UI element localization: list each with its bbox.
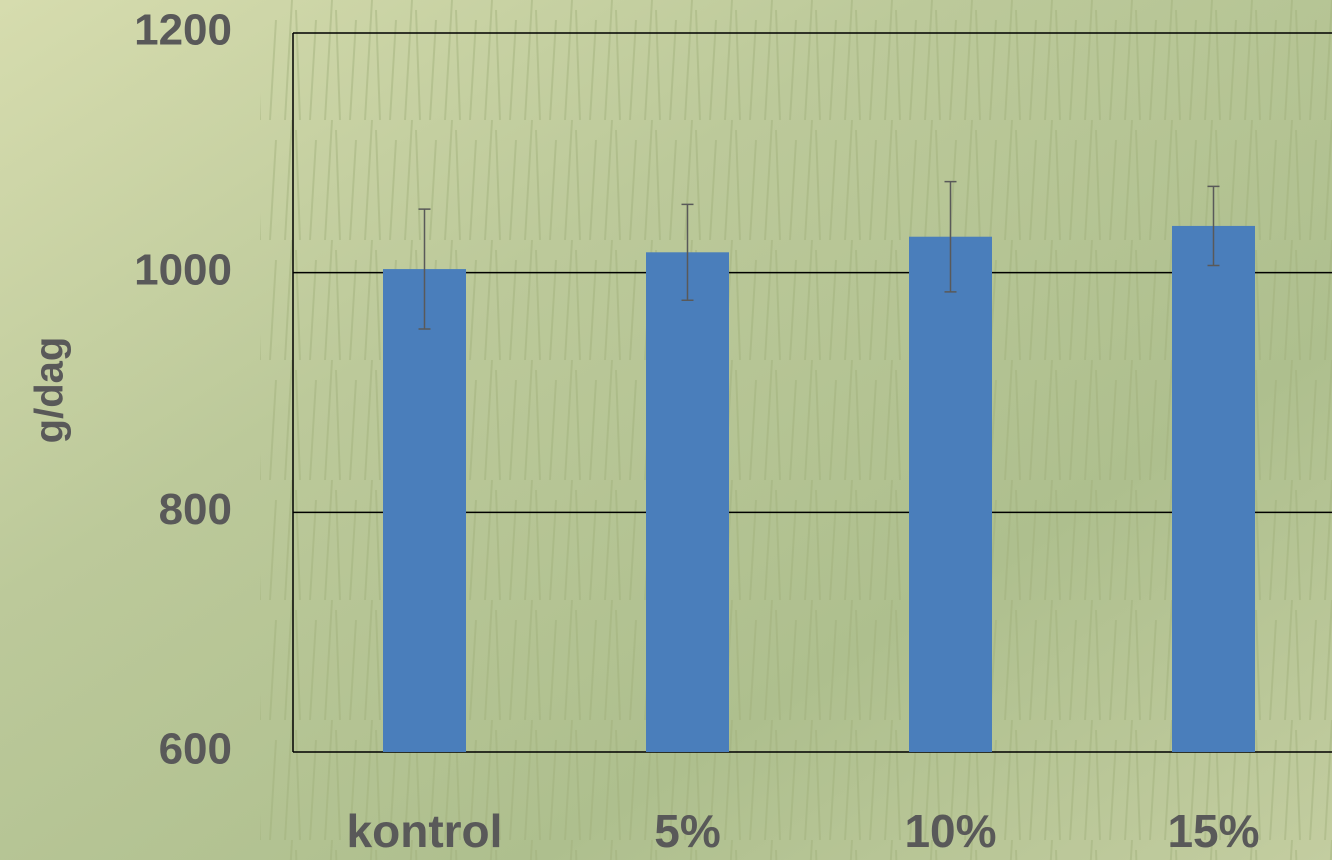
y-tick-label: 1000	[134, 245, 232, 294]
x-tick-label: kontrol	[347, 805, 503, 857]
x-tick-label: 10%	[904, 805, 996, 857]
x-tick-label: 5%	[654, 805, 720, 857]
bar	[1172, 225, 1255, 753]
error-bar	[944, 180, 957, 293]
bar	[383, 269, 466, 752]
x-tick-label: 15%	[1167, 805, 1259, 857]
y-tick-label: 1200	[134, 6, 232, 55]
error-bar	[418, 208, 431, 330]
y-axis-label: g/dag	[28, 337, 72, 444]
error-bar	[681, 203, 694, 301]
error-bar	[1207, 185, 1220, 267]
bar	[909, 236, 992, 752]
y-tick-label: 800	[159, 485, 232, 534]
y-tick-label: 600	[159, 725, 232, 774]
bar	[646, 252, 729, 753]
